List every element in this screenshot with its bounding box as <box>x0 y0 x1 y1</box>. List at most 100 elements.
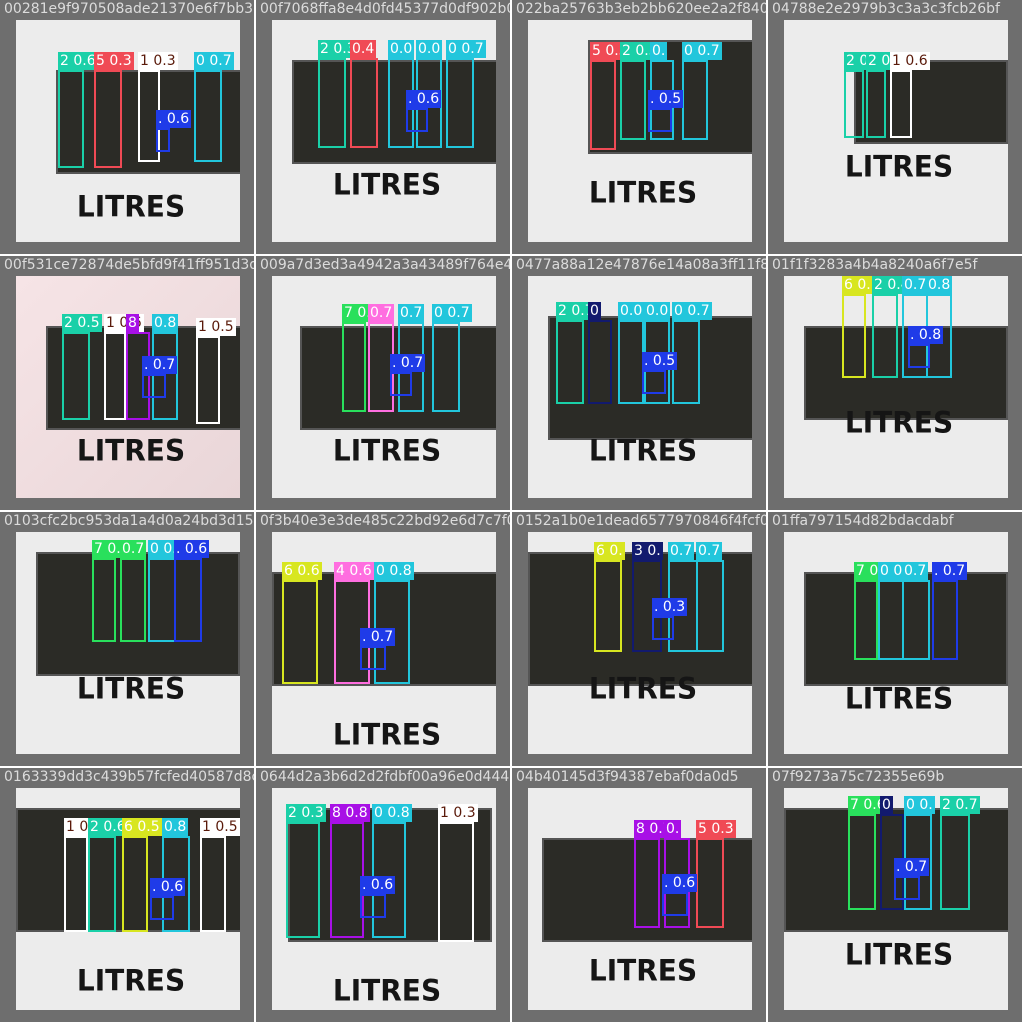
detection-label: 3 0. <box>632 542 663 560</box>
detection-label: 1 0.5 <box>196 318 236 336</box>
detection-box <box>894 876 920 900</box>
image-tile: LITRES 7 0.6 0.7 0.7 0 0.7. 0.7 009a7d3ed3a49… <box>256 256 510 510</box>
detection-box <box>342 322 366 412</box>
image-tile: LITRES 2 0.5 1 0.6 8 0.8 1 0.5. 0.7 00f531ce72… <box>0 256 254 510</box>
image-tile: LITRES 8 0.7 0. 5 0.3 . 0.6 04b40145d3f94387e… <box>512 768 766 1022</box>
litres-label: LITRES <box>588 433 698 468</box>
detection-label: 0. <box>650 42 668 60</box>
lcd-display <box>854 60 1008 144</box>
litres-label: LITRES <box>76 671 186 706</box>
detection-label: 0.0 <box>416 40 443 58</box>
image-tile: LITRES 2 0.3 0.4 0.0 0.0 0 0.7. 0.6 00f7068ffa… <box>256 0 510 254</box>
detection-box <box>406 108 428 132</box>
detection-box <box>360 894 386 918</box>
litres-label: LITRES <box>588 671 698 706</box>
detection-box <box>156 128 170 152</box>
detection-box <box>932 580 958 660</box>
detection-label: . 0.5 <box>648 90 684 108</box>
detection-label: 0 0.7 <box>446 40 486 58</box>
detection-box <box>696 560 724 652</box>
detection-box <box>122 836 148 932</box>
detection-box <box>902 580 930 660</box>
detection-box <box>390 372 412 396</box>
image-filename: 00281e9f970508ade21370e6f7bb318144c84d <box>4 1 254 17</box>
detection-box <box>282 580 318 684</box>
detection-box <box>682 60 708 140</box>
image-tile: LITRES 2 0.6 5 0.3 1 0.3 0 0.7 . 0.6 00281e9f9… <box>0 0 254 254</box>
detection-label: 7 0.6 <box>848 796 888 814</box>
litres-label: LITRES <box>844 405 954 440</box>
detection-label: 2 0.7 <box>940 796 980 814</box>
detection-label: . 0.3 <box>652 598 688 616</box>
detection-label: . 0.7 <box>142 356 178 374</box>
litres-label: LITRES <box>76 963 186 998</box>
detection-label: 2 0.7 <box>556 302 596 320</box>
detection-label: 2 0.4 <box>872 276 912 294</box>
image-filename: 01f1f3283a4b4a8240a6f7e5f <box>772 257 978 273</box>
meter-photo: LITRES <box>528 532 752 754</box>
detection-box <box>92 558 116 642</box>
detection-box <box>556 320 584 404</box>
detection-label: 0.0 <box>388 40 415 58</box>
detection-box <box>196 336 220 424</box>
detection-box <box>174 558 202 642</box>
detection-box <box>890 70 912 138</box>
detection-label: 2 0.5 <box>62 314 102 332</box>
detection-label: 0.4 <box>350 40 377 58</box>
detection-label: 5 0.3 <box>696 820 736 838</box>
image-filename: 04788e2e2979b3c3a3c3fcb26bf <box>772 1 1000 17</box>
detection-label: 2 0.6 <box>88 818 128 836</box>
detection-box <box>58 70 84 168</box>
detection-box <box>438 822 474 942</box>
image-filename: 0103cfc2bc953da1a4d0a24bd3d15d7c9a7 <box>4 513 254 529</box>
detection-box <box>350 58 378 148</box>
detection-box <box>62 332 90 420</box>
detection-label: 6 0.5 <box>122 818 162 836</box>
detection-label: . 0.7 <box>360 628 396 646</box>
detection-label: 0.7 <box>902 276 929 294</box>
detection-label: 5 0.3 <box>94 52 134 70</box>
detection-label: . 0.6 <box>360 876 396 894</box>
detection-box <box>142 374 166 398</box>
detection-box <box>152 332 178 420</box>
detection-label: . 0.6 <box>150 878 186 896</box>
detection-label: 8 0.7 <box>634 820 674 838</box>
detection-box <box>148 558 176 642</box>
litres-label: LITRES <box>844 149 954 184</box>
detection-label: 0.0 <box>618 302 645 320</box>
lcd-display <box>36 552 240 676</box>
detection-label: . 0.6 <box>662 874 698 892</box>
detection-label: . 0.5 <box>642 352 678 370</box>
detection-label: 0 <box>588 302 601 320</box>
detection-box <box>594 560 622 652</box>
detection-box <box>642 370 666 394</box>
detection-label: 0 0.7 <box>672 302 712 320</box>
detection-label: 0.7 <box>902 562 929 580</box>
detection-label: 0 <box>880 796 893 814</box>
detection-label: 0.7 <box>668 542 695 560</box>
detection-label: 1 0. <box>64 818 95 836</box>
detection-label: 0.8 <box>152 314 179 332</box>
detection-label: . 0.6 <box>156 110 192 128</box>
detection-label: 0.7 <box>120 540 147 558</box>
image-filename: 0f3b40e3e3de485c22bd92e6d7c7f0fd <box>260 513 510 529</box>
detection-box <box>64 836 88 932</box>
detection-label: 0.7 <box>368 304 395 322</box>
image-tile: LITRES 2 0.7 2 0.5 1 0.6 04788e2e2979b3c3a3c… <box>768 0 1022 254</box>
detection-box <box>318 58 346 148</box>
image-filename: 022ba25763b3eb2bb620ee2a2f840d4d890 <box>516 1 766 17</box>
detection-label: 2 0.3 <box>286 804 326 822</box>
detection-label: 6 0. <box>594 542 625 560</box>
image-tile: LITRES 1 0. 2 0.6 6 0.5 0.8 1 0.5 . 0.6 0163339… <box>0 768 254 1022</box>
detection-label: 0 0.8 <box>374 562 414 580</box>
detection-label: 0 0.7 <box>682 42 722 60</box>
detection-box <box>150 896 174 920</box>
detection-label: 0. <box>664 820 682 838</box>
detection-box <box>330 822 364 938</box>
litres-label: LITRES <box>76 433 186 468</box>
detection-box <box>696 838 724 928</box>
detection-box <box>446 58 474 148</box>
detection-label: . 0.7 <box>390 354 426 372</box>
image-filename: 04b40145d3f94387ebaf0da0d5 <box>516 769 739 785</box>
detection-box <box>94 70 122 168</box>
